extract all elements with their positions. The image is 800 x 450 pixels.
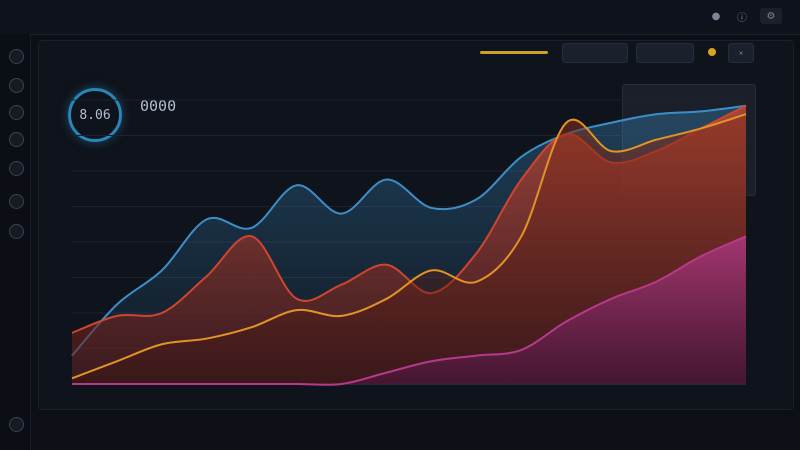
- user-icon[interactable]: [9, 194, 24, 209]
- series-layer: [71, 104, 747, 386]
- close-icon[interactable]: ×: [728, 43, 754, 63]
- top-bar: ● ⓘ ⚙: [0, 0, 800, 35]
- gear-icon[interactable]: [9, 417, 24, 432]
- series-line-3: [71, 113, 747, 380]
- clock-icon[interactable]: [9, 78, 24, 93]
- series-line-1: [71, 104, 747, 357]
- layers-icon[interactable]: [9, 132, 24, 147]
- top-icon-group: ● ⓘ ⚙: [708, 8, 782, 24]
- gauge-value: 8.06: [79, 107, 111, 123]
- status-dot-icon: [708, 48, 716, 56]
- series-area-4: [72, 236, 746, 385]
- gauge: 8.06: [68, 88, 122, 142]
- toolbar-button-2[interactable]: [636, 43, 694, 63]
- chart-icon[interactable]: [9, 105, 24, 120]
- series-line-4: [71, 235, 747, 386]
- accent-indicator: [480, 51, 548, 54]
- history-icon[interactable]: [9, 224, 24, 239]
- grid-icon[interactable]: [9, 49, 24, 64]
- settings-icon[interactable]: ⚙: [760, 8, 782, 24]
- info-icon[interactable]: ⓘ: [737, 12, 747, 24]
- toolbar-button-1[interactable]: [562, 43, 628, 63]
- globe-icon[interactable]: [9, 161, 24, 176]
- big-number: 0000: [140, 97, 177, 115]
- sidebar: [0, 34, 31, 450]
- mic-icon[interactable]: ●: [711, 10, 721, 22]
